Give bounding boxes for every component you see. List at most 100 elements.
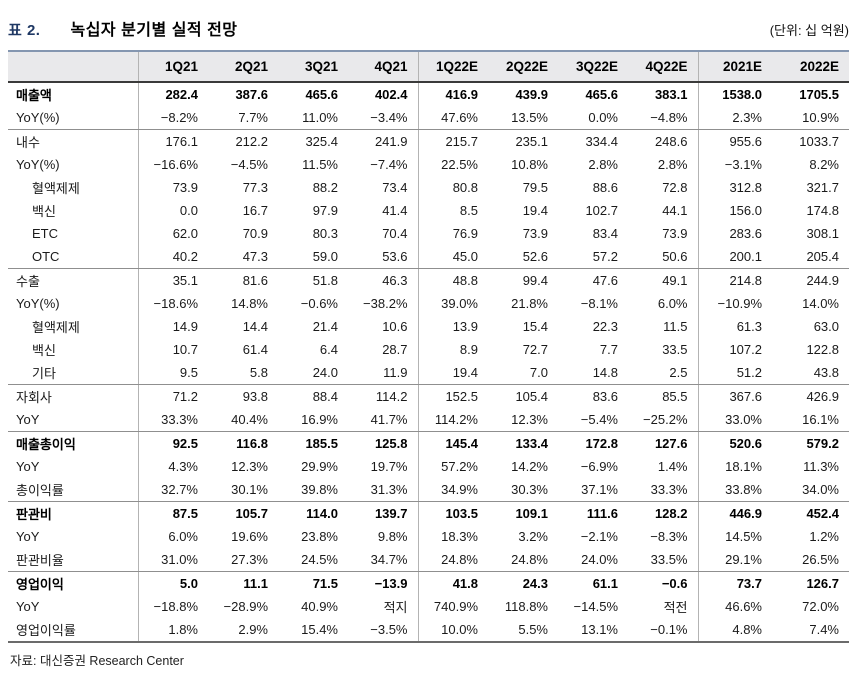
cell: 312.8 [729,180,762,195]
column-header: 2021E [698,51,772,83]
cell: 33.5% [628,548,699,572]
cell: 212.2 [235,134,268,149]
cell: 4.8% [732,622,762,637]
cell: 1.4% [628,455,699,478]
cell: 13.1% [581,622,618,637]
cell: 439.9 [515,87,548,102]
cell: 200.1 [698,245,772,269]
cell: 79.5 [522,180,548,195]
cell: −5.4% [558,408,628,432]
table-row: YoY(%) −8.2% 7.7% 11.0% −3.4% 47.6% 13.5% 0.0% −… [8,106,849,130]
cell: 5.5% [518,622,548,637]
cell: 308.1 [806,226,839,241]
cell: 24.5% [278,548,348,572]
cell: 7.7 [599,342,618,357]
cell: −10.9% [717,296,762,311]
cell: 116.8 [236,436,268,451]
cell: 99.4 [522,273,548,288]
cell: −8.3% [628,525,699,548]
cell: 446.9 [729,506,762,521]
cell: 5.8 [208,361,278,385]
cell: 6.0% [628,292,699,315]
cell: 72.7 [522,342,548,357]
cell: 87.5 [172,506,198,521]
cell: 118.8% [504,599,548,614]
column-header: 1Q21 [138,51,208,83]
cell: 955.6 [729,134,762,149]
cell: 1538.0 [722,87,762,102]
row-label: YoY [8,455,139,478]
cell: −16.6% [153,157,198,172]
row-label: 매출액 [8,82,139,106]
corner-header-cell [8,51,139,83]
cell: −0.6% [300,296,338,311]
cell: 452.4 [806,506,839,521]
cell: −6.9% [580,459,618,474]
cell: −38.2% [348,292,419,315]
cell: 70.9 [242,226,268,241]
table-row: 백신 10.7 61.4 6.4 28.7 8.9 72.7 7.7 33.5 107.2 122.… [8,338,849,361]
cell: 176.1 [165,134,198,149]
cell: 50.6 [628,245,699,269]
table-row: YoY 33.3% 40.4% 16.9% 41.7% 114.2% 12.3% −5.4% −… [8,408,849,432]
cell: 11.3% [803,459,839,474]
cell: 367.6 [729,389,762,404]
cell: 2.9% [238,622,268,637]
cell: 51.2 [698,361,772,385]
cell: 114.2 [348,384,419,408]
cell: 334.4 [585,134,618,149]
cell: 740.9% [433,599,478,614]
table-row: YoY −18.8% −28.9% 40.9% 적지 740.9% 118.8% −14.5%… [8,595,849,618]
cell: 174.8 [806,203,839,218]
cell: 13.5% [488,106,558,130]
cell: 23.8% [301,529,338,544]
cell: 1.2% [809,529,839,544]
cell: 10.8% [511,157,548,172]
cell: 402.4 [348,82,419,106]
cell: 114.0 [306,506,338,521]
cell: 465.6 [305,87,338,102]
cell: −3.5% [348,618,419,642]
cell: −14.5% [573,599,618,614]
cell: 97.9 [312,203,338,218]
cell: 16.1% [772,408,849,432]
cell: 14.2% [511,459,548,474]
cell: −18.8% [153,599,198,614]
cell: 47.3 [208,245,278,269]
cell: 11.0% [278,106,348,130]
cell: 205.4 [772,245,849,269]
cell: 8.9 [459,342,478,357]
cell: 40.9% [301,599,338,614]
cell: 1.8% [168,622,198,637]
cell: 139.7 [348,501,419,525]
row-label: ETC [8,222,139,245]
cell: 73.9 [522,226,548,241]
cell: 39.8% [278,478,348,502]
cell: 43.8 [772,361,849,385]
cell: 77.3 [242,180,268,195]
row-label: 백신 [8,338,139,361]
row-label: 매출총이익 [8,431,139,455]
cell: 34.7% [348,548,419,572]
cell: 125.8 [348,431,419,455]
cell: 465.6 [585,87,618,102]
cell: 15.4% [301,622,338,637]
cell: 73.9 [628,222,699,245]
cell: 33.0% [698,408,772,432]
cell: 24.0 [278,361,348,385]
cell: 72.0% [802,599,839,614]
cell: −13.9 [348,571,419,595]
table-row: 기타 9.5 5.8 24.0 11.9 19.4 7.0 14.8 2.5 51.2 43.8 [8,361,849,385]
cell: 426.9 [806,389,839,404]
cell: 41.7% [348,408,419,432]
row-label: 총이익률 [8,478,139,502]
cell: 6.0% [168,529,198,544]
cell: −25.2% [628,408,699,432]
cell: 7.0 [488,361,558,385]
cell: 2.5 [628,361,699,385]
cell: 22.5% [441,157,478,172]
table-row: 영업이익 5.0 11.1 71.5 −13.9 41.8 24.3 61.1 −0.6 73.7… [8,571,849,595]
table-number-label: 표 2. [8,22,41,39]
row-label: 영업이익률 [8,618,139,642]
row-label: 혈액제제 [8,315,139,338]
